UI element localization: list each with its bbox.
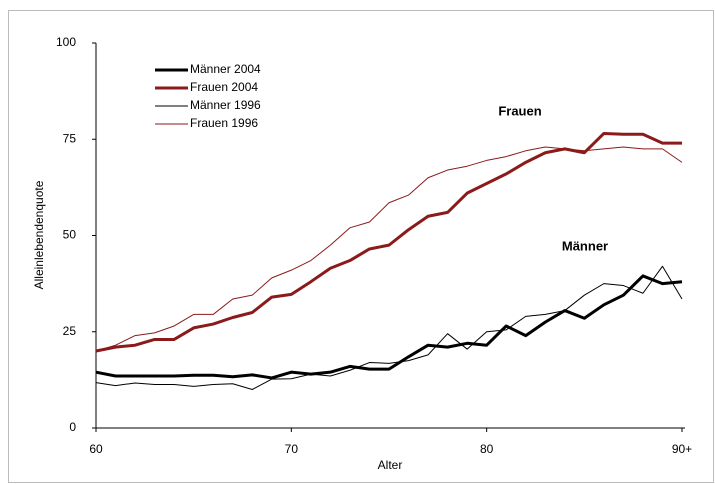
legend-label: Frauen 1996 bbox=[190, 116, 258, 130]
legend-label: Frauen 2004 bbox=[190, 80, 258, 94]
x-tick-label: 60 bbox=[89, 442, 103, 456]
y-axis-label: Alleinlebendenquote bbox=[32, 180, 46, 289]
y-tick-label: 75 bbox=[63, 131, 77, 145]
legend-label: Männer 2004 bbox=[190, 62, 261, 76]
annotation: Frauen bbox=[498, 103, 541, 118]
x-axis-label: Alter bbox=[378, 458, 403, 472]
x-tick-label: 90+ bbox=[672, 442, 692, 456]
y-tick-label: 25 bbox=[63, 324, 77, 338]
series-line bbox=[95, 146, 683, 352]
x-tick-label: 70 bbox=[285, 442, 299, 456]
y-tick-label: 100 bbox=[56, 35, 76, 49]
y-tick-label: 50 bbox=[63, 228, 77, 242]
legend-label: Männer 1996 bbox=[190, 98, 261, 112]
annotation: Männer bbox=[562, 238, 608, 253]
series-line bbox=[95, 131, 682, 353]
series-line bbox=[95, 274, 683, 380]
frame bbox=[8, 10, 714, 483]
y-tick-label: 0 bbox=[69, 420, 76, 434]
series-line bbox=[95, 265, 683, 390]
x-tick-label: 80 bbox=[480, 442, 494, 456]
